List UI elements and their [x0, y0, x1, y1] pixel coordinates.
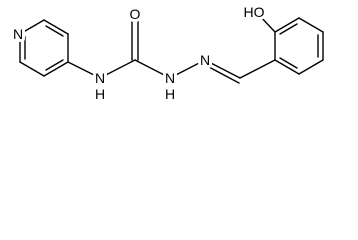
atom-hydrogen: H [95, 86, 105, 102]
bond [19, 61, 45, 77]
bond [239, 59, 276, 79]
bond [279, 57, 298, 69]
atom-label: N [200, 52, 210, 68]
bond [45, 59, 64, 71]
bond [67, 61, 101, 79]
atom-labels: N N H O N H N HO [10, 1, 268, 105]
bond [169, 59, 206, 79]
bonds [19, 13, 324, 84]
bond [274, 59, 300, 75]
bond [298, 59, 324, 75]
atom-label: N [95, 70, 105, 86]
atom-label: HO [244, 4, 265, 20]
bond [257, 13, 276, 33]
bond [19, 19, 45, 35]
bond [298, 17, 324, 33]
atom-label: N [13, 26, 23, 42]
bond [99, 59, 136, 79]
structure-diagram: N N H O N H N HO [10, 1, 324, 105]
bond [43, 61, 69, 77]
atom-hydrogen: H [165, 86, 175, 102]
bond [43, 19, 69, 35]
atom-label: O [130, 6, 141, 22]
bond [206, 65, 240, 84]
atom-label: N [165, 70, 175, 86]
bond [274, 17, 300, 33]
bond [279, 23, 298, 35]
bond [134, 59, 171, 79]
bond [204, 59, 241, 79]
bond [45, 25, 64, 37]
